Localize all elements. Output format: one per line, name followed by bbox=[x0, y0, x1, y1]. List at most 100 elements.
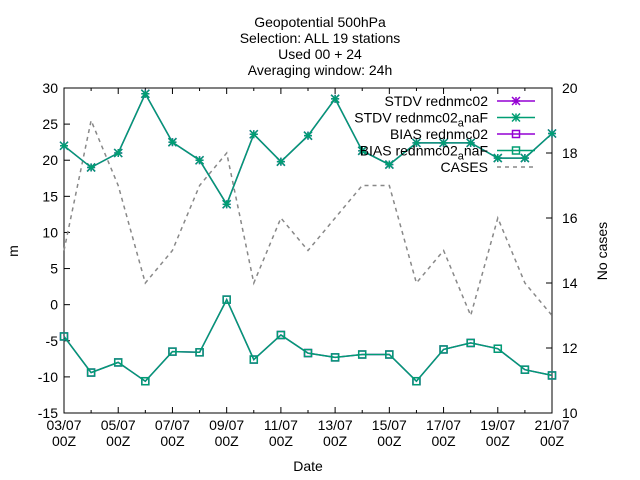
legend-label: CASES bbox=[441, 159, 488, 175]
data-point-square bbox=[511, 129, 521, 139]
x-tick-label-time: 00Z bbox=[377, 433, 402, 449]
x-tick-label-time: 00Z bbox=[431, 433, 456, 449]
y-tick-label: 0 bbox=[50, 297, 58, 313]
title-line-2: Selection: ALL 19 stations bbox=[240, 30, 401, 46]
y-tick-label: 15 bbox=[42, 188, 58, 204]
data-point-square bbox=[511, 146, 521, 155]
data-point-square bbox=[195, 348, 204, 357]
x-tick-label-time: 00Z bbox=[486, 433, 511, 449]
x-axis-label: Date bbox=[293, 458, 323, 474]
data-point-star bbox=[357, 146, 367, 156]
y-tick-label: 5 bbox=[50, 261, 58, 277]
x-tick-label-time: 00Z bbox=[215, 433, 240, 449]
y2-tick-label: 18 bbox=[562, 145, 578, 161]
chart-title: Geopotential 500hPa Selection: ALL 19 st… bbox=[240, 14, 401, 78]
series-4 bbox=[63, 117, 553, 318]
title-line-4: Averaging window: 24h bbox=[248, 62, 393, 78]
series-3 bbox=[59, 295, 557, 386]
series-layer bbox=[59, 89, 557, 386]
x-tick-label: 21/07 bbox=[534, 417, 569, 433]
data-point-star bbox=[276, 157, 286, 167]
data-point-square bbox=[520, 365, 530, 374]
legend-label: BIAS rednmc02anaF bbox=[360, 143, 488, 163]
series-line bbox=[63, 297, 553, 383]
y-tick-label: 25 bbox=[42, 116, 58, 132]
data-point-star bbox=[167, 137, 177, 147]
x-tick-label: 15/07 bbox=[372, 417, 407, 433]
y-tick-label: 30 bbox=[42, 80, 58, 96]
data-point-star bbox=[411, 138, 421, 148]
data-point-star bbox=[511, 112, 521, 123]
x-tick-label: 07/07 bbox=[155, 417, 190, 433]
data-point-square bbox=[547, 371, 557, 380]
y2-tick-label: 10 bbox=[562, 405, 578, 421]
data-point-square bbox=[439, 345, 448, 354]
x-tick-label-time: 00Z bbox=[160, 433, 185, 449]
data-point-star bbox=[493, 153, 503, 163]
data-point-star bbox=[140, 89, 150, 99]
data-point-square bbox=[222, 295, 231, 304]
x-tick-label: 11/07 bbox=[264, 417, 298, 433]
data-point-square bbox=[303, 348, 313, 358]
title-line-1: Geopotential 500hPa bbox=[254, 14, 386, 30]
x-tick-label-time: 00Z bbox=[323, 433, 348, 449]
data-point-square bbox=[276, 330, 286, 340]
y-tick-label: 10 bbox=[42, 224, 58, 240]
data-point-star bbox=[249, 129, 259, 139]
x-tick-label: 03/07 bbox=[46, 417, 81, 433]
series-2 bbox=[59, 295, 557, 386]
data-point-square bbox=[385, 350, 394, 359]
data-point-star bbox=[547, 128, 557, 139]
data-point-square bbox=[59, 332, 69, 341]
legend-label: STDV rednmc02 bbox=[385, 93, 489, 109]
data-point-star bbox=[59, 141, 69, 151]
y-tick-label: -5 bbox=[46, 333, 59, 349]
y2-axis-label: No cases bbox=[594, 222, 610, 280]
series-line bbox=[63, 117, 553, 318]
data-point-square bbox=[168, 347, 177, 356]
series-1 bbox=[59, 89, 557, 209]
y-tick-label: -15 bbox=[38, 405, 58, 421]
data-point-square bbox=[86, 368, 96, 377]
y2-tick-label: 16 bbox=[562, 210, 578, 226]
data-point-square bbox=[249, 355, 259, 364]
data-point-star bbox=[113, 148, 123, 158]
data-point-star bbox=[384, 160, 394, 170]
data-point-star bbox=[86, 162, 96, 172]
data-point-square bbox=[412, 376, 421, 386]
legend-label: STDV rednmc02anaF bbox=[354, 110, 488, 130]
x-tick-label-time: 00Z bbox=[52, 433, 77, 449]
data-point-star bbox=[511, 96, 521, 106]
data-point-star bbox=[222, 199, 232, 209]
data-point-star bbox=[195, 155, 205, 165]
series-line bbox=[63, 297, 553, 383]
data-point-star bbox=[520, 153, 530, 163]
data-point-square bbox=[357, 350, 367, 359]
y2-tick-label: 14 bbox=[562, 275, 578, 291]
legend-label: BIAS rednmc02 bbox=[390, 126, 488, 142]
x-tick-label: 05/07 bbox=[101, 417, 136, 433]
x-tick-label-time: 00Z bbox=[540, 433, 565, 449]
y-axis-label: m bbox=[5, 245, 21, 257]
data-point-star bbox=[303, 131, 313, 141]
x-tick-label-time: 00Z bbox=[106, 433, 131, 449]
data-point-square bbox=[493, 344, 503, 353]
data-point-square bbox=[113, 358, 123, 367]
y2-tick-label: 12 bbox=[562, 340, 578, 356]
data-point-star bbox=[439, 138, 449, 148]
data-point-square bbox=[330, 353, 340, 362]
title-line-3: Used 00 + 24 bbox=[278, 46, 362, 62]
x-tick-label-time: 00Z bbox=[269, 433, 294, 449]
x-tick-label: 19/07 bbox=[480, 417, 515, 433]
plot-area: 302520151050-5-10-1520181614121003/0700Z… bbox=[38, 80, 578, 449]
data-point-star bbox=[466, 138, 476, 148]
data-point-square bbox=[466, 338, 475, 348]
y-tick-label: -10 bbox=[38, 369, 58, 385]
data-point-star bbox=[330, 94, 340, 104]
data-point-square bbox=[141, 376, 150, 386]
x-tick-label: 17/07 bbox=[426, 417, 461, 433]
x-tick-label: 13/07 bbox=[318, 417, 353, 433]
y-tick-label: 20 bbox=[42, 152, 58, 168]
